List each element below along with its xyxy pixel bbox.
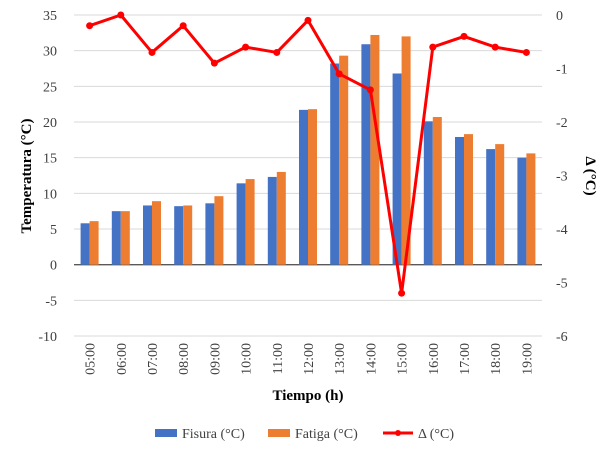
x-tick-label: 07:00 bbox=[146, 343, 161, 375]
bar-fatiga bbox=[370, 34, 380, 265]
y2-tick-label: -1 bbox=[556, 63, 568, 78]
x-axis-title: Tiempo (h) bbox=[273, 388, 344, 404]
x-tick-label: 19:00 bbox=[520, 343, 535, 375]
delta-point bbox=[460, 32, 468, 40]
bar-fatiga bbox=[276, 171, 286, 265]
y-tick-label: 15 bbox=[43, 152, 57, 167]
legend-label-fisura: Fisura (°C) bbox=[182, 427, 245, 442]
delta-point bbox=[429, 43, 437, 51]
y-tick-label: 0 bbox=[50, 259, 57, 274]
bar-fisura bbox=[236, 183, 246, 265]
bar-fisura bbox=[111, 211, 121, 265]
bar-fatiga bbox=[526, 153, 536, 265]
y2-tick-label: -3 bbox=[556, 170, 568, 185]
x-tick-label: 08:00 bbox=[177, 343, 192, 375]
x-tick-label: 16:00 bbox=[427, 343, 442, 375]
legend-swatch-fatiga bbox=[268, 429, 290, 437]
bar-fisura bbox=[455, 136, 464, 265]
delta-point bbox=[179, 22, 187, 30]
bar-fatiga bbox=[432, 117, 442, 265]
y2-tick-label: -2 bbox=[556, 116, 568, 131]
delta-point bbox=[148, 48, 156, 56]
legend-label-fatiga: Fatiga (°C) bbox=[295, 427, 358, 442]
bar-fisura bbox=[143, 205, 152, 265]
y-tick-label: 30 bbox=[43, 45, 57, 60]
legend: Fisura (°C) Fatiga (°C) Δ (°C) bbox=[155, 427, 454, 442]
x-tick-label: 06:00 bbox=[115, 343, 130, 375]
bar-fatiga bbox=[495, 144, 505, 265]
y2-tick-label: 0 bbox=[556, 9, 563, 24]
x-tick-label: 18:00 bbox=[489, 343, 504, 375]
delta-point bbox=[335, 70, 343, 78]
bar-fisura bbox=[299, 109, 308, 265]
x-tick-label: 12:00 bbox=[302, 343, 317, 375]
x-tick-label: 17:00 bbox=[458, 343, 473, 375]
bar-fatiga bbox=[401, 36, 411, 265]
x-tick-label: 11:00 bbox=[271, 343, 286, 374]
delta-point bbox=[273, 48, 281, 56]
y2-tick-label: -6 bbox=[556, 330, 568, 345]
x-tick-label: 09:00 bbox=[208, 343, 223, 375]
bar-fisura bbox=[486, 149, 496, 265]
x-tick-label: 15:00 bbox=[396, 343, 411, 375]
bar-fatiga bbox=[339, 55, 349, 265]
delta-point bbox=[210, 59, 218, 67]
y-axis-title: Temperatura (°C) bbox=[19, 118, 35, 233]
x-tick-label: 10:00 bbox=[240, 343, 255, 375]
y-tick-label: 10 bbox=[43, 187, 57, 202]
bar-fatiga bbox=[464, 134, 473, 265]
y2-tick-label: -5 bbox=[556, 277, 568, 292]
delta-point bbox=[117, 11, 125, 19]
bar-fatiga bbox=[183, 205, 193, 265]
bar-fisura bbox=[205, 203, 215, 265]
bar-fisura bbox=[361, 44, 371, 265]
x-tick-label: 05:00 bbox=[84, 343, 99, 375]
bar-fatiga bbox=[89, 221, 99, 265]
delta-point bbox=[398, 289, 406, 297]
delta-point bbox=[304, 16, 312, 24]
y-tick-label: 20 bbox=[43, 116, 57, 131]
bar-fatiga bbox=[214, 196, 224, 265]
bar-fatiga bbox=[152, 201, 161, 265]
bar-fisura bbox=[392, 73, 402, 265]
bar-fatiga bbox=[308, 109, 317, 265]
bar-fatiga bbox=[120, 211, 130, 265]
bar-fisura bbox=[174, 206, 184, 265]
y2-axis-title: Δ (°C) bbox=[582, 156, 598, 195]
y-tick-label: -5 bbox=[45, 294, 57, 309]
bar-fisura bbox=[267, 176, 277, 265]
y-tick-label: 5 bbox=[50, 223, 57, 238]
delta-point bbox=[86, 22, 94, 30]
y-tick-label: -10 bbox=[38, 330, 57, 345]
legend-marker-delta bbox=[395, 430, 401, 436]
bar-fisura bbox=[423, 121, 433, 265]
bar-fisura bbox=[330, 63, 340, 265]
x-tick-label: 13:00 bbox=[333, 343, 348, 375]
delta-point bbox=[522, 48, 530, 56]
legend-label-delta: Δ (°C) bbox=[418, 427, 454, 442]
x-tick-label: 14:00 bbox=[364, 343, 379, 375]
delta-point bbox=[491, 43, 499, 51]
y2-tick-label: -4 bbox=[556, 223, 568, 238]
y-tick-label: 25 bbox=[43, 80, 57, 95]
delta-point bbox=[366, 86, 374, 94]
delta-point bbox=[242, 43, 250, 51]
bar-fisura bbox=[517, 157, 527, 265]
y-tick-label: 35 bbox=[43, 9, 57, 24]
legend-swatch-fisura bbox=[155, 429, 177, 437]
bar-fisura bbox=[80, 223, 90, 265]
bar-fatiga bbox=[245, 179, 255, 265]
